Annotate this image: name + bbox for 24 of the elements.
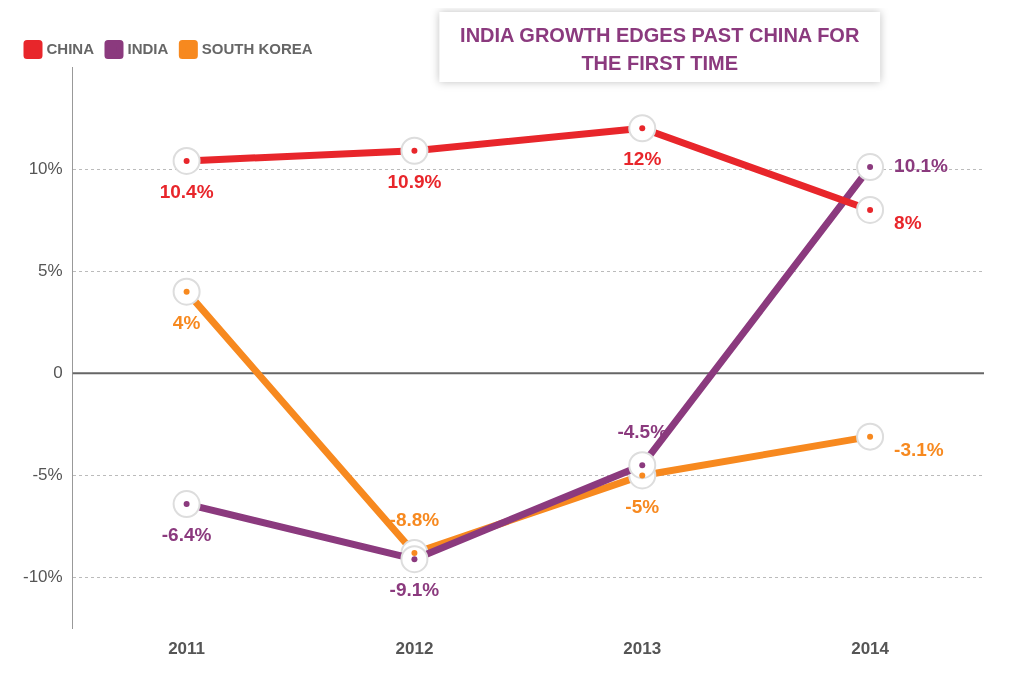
legend-label: CHINA [46,39,95,57]
data-label: -8.8% [389,509,440,531]
x-tick-label: 2012 [395,639,434,659]
data-label: 8% [894,212,922,234]
data-label: -6.4% [161,524,212,546]
data-label: 12% [623,148,662,170]
data-label: 10.4% [159,181,214,203]
data-label: 4% [172,311,201,333]
x-tick-label: 2011 [168,639,206,659]
x-tick-label: 2013 [623,639,662,659]
legend-label: SOUTH KOREA [201,39,313,57]
data-label: -9.1% [389,579,440,601]
data-label: -3.1% [894,438,944,460]
y-tick-label: 0 [53,363,63,383]
y-tick-label: -10% [23,567,63,587]
y-tick-label: 10% [28,158,63,178]
legend-label: INDIA [127,39,169,57]
data-label: 10.1% [894,155,949,177]
y-tick-label: 5% [38,260,63,280]
data-label: -5% [625,495,660,517]
x-tick-label: 2014 [851,639,890,659]
y-tick-label: -5% [32,465,63,485]
annotation: INDIA GROWTH EDGES PAST CHINA FOR THE FIRST TIME [460,23,860,74]
data-label: 10.9% [387,170,442,192]
